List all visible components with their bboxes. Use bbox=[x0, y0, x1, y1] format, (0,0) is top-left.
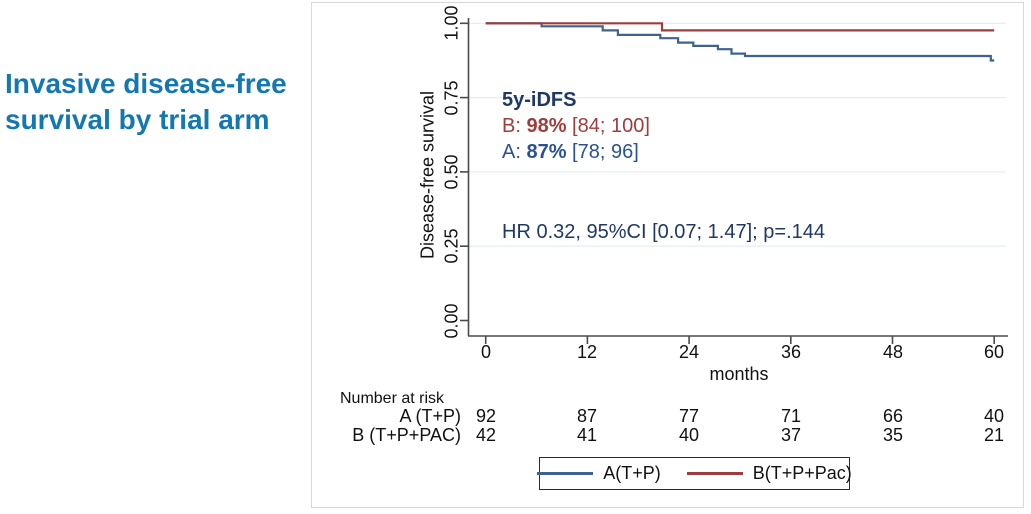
risk-row-label-b: B (T+P+PAC) bbox=[352, 425, 461, 445]
y-tick-label: 0.00 bbox=[441, 303, 462, 339]
y-tick-label: 0.50 bbox=[441, 154, 462, 190]
x-tick-label: 36 bbox=[780, 342, 802, 362]
legend-line-sample-b-icon bbox=[686, 472, 743, 475]
risk-row-label-a: A (T+P) bbox=[399, 406, 461, 426]
annotation-b-ci: [84; 100] bbox=[566, 115, 650, 137]
km-plot-canvas bbox=[460, 18, 1008, 344]
legend-entry-b: B(T+P+Pac) bbox=[686, 463, 852, 484]
annotation-a-value: 87% bbox=[526, 141, 567, 163]
x-tick-label: 12 bbox=[576, 342, 598, 362]
risk-value: 92 bbox=[475, 406, 497, 426]
slide-title: Invasive disease-free survival by trial … bbox=[5, 66, 335, 138]
y-tick-label: 0.25 bbox=[441, 228, 462, 264]
risk-value: 66 bbox=[882, 406, 904, 426]
x-tick-label: 24 bbox=[678, 342, 700, 362]
legend-label-a: A(T+P) bbox=[603, 463, 661, 483]
x-tick-label: 48 bbox=[882, 342, 904, 362]
km-chart: Disease-free survival 1.00 0.75 0.50 0.2… bbox=[311, 2, 1024, 508]
annotation-arm-a: A: 87% [78; 96] bbox=[502, 139, 650, 165]
legend: A(T+P) B(T+P+Pac) bbox=[537, 457, 852, 490]
risk-value: 77 bbox=[678, 406, 700, 426]
annotation-b-prefix: B: bbox=[502, 115, 527, 137]
risk-value: 35 bbox=[882, 425, 904, 445]
annotation-a-prefix: A: bbox=[502, 141, 527, 163]
x-axis-label: months bbox=[709, 364, 769, 384]
slide-title-line-1: Invasive disease-free bbox=[5, 68, 287, 99]
risk-value: 42 bbox=[475, 425, 497, 445]
risk-value: 37 bbox=[780, 425, 802, 445]
risk-value: 40 bbox=[983, 406, 1005, 426]
legend-entry-a: A(T+P) bbox=[537, 463, 661, 484]
annotation-a-ci: [78; 96] bbox=[566, 141, 639, 163]
legend-label-b: B(T+P+Pac) bbox=[752, 463, 852, 483]
y-tick-label: 1.00 bbox=[441, 5, 462, 41]
annotation-heading: 5y-iDFS bbox=[502, 89, 577, 111]
risk-value: 41 bbox=[576, 425, 598, 445]
annotation-arm-b: B: 98% [84; 100] bbox=[502, 113, 650, 139]
annotation-b-value: 98% bbox=[526, 115, 567, 137]
risk-value: 87 bbox=[576, 406, 598, 426]
annotation-idfs: 5y-iDFS B: 98% [84; 100] A: 87% [78; 96] bbox=[502, 87, 650, 165]
risk-table-heading: Number at risk bbox=[340, 390, 445, 407]
annotation-hr: HR 0.32, 95%CI [0.07; 1.47]; p=.144 bbox=[502, 221, 825, 243]
slide-title-line-2: survival by trial arm bbox=[5, 104, 270, 135]
x-tick-label: 0 bbox=[480, 342, 492, 362]
x-tick-label: 60 bbox=[983, 342, 1005, 362]
legend-line-sample-a-icon bbox=[537, 472, 594, 475]
y-tick-label: 0.75 bbox=[441, 80, 462, 116]
risk-value: 21 bbox=[983, 425, 1005, 445]
y-axis-label: Disease-free survival bbox=[417, 90, 438, 260]
risk-value: 40 bbox=[678, 425, 700, 445]
risk-value: 71 bbox=[780, 406, 802, 426]
